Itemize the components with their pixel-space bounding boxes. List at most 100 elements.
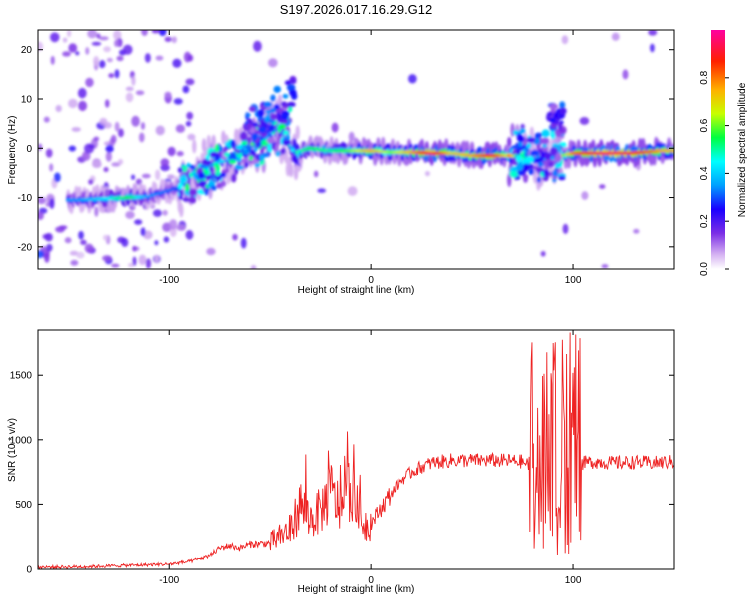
spectrogram-heat-layer: [38, 30, 674, 269]
noise-blob: [144, 53, 151, 63]
figure-title: S197.2026.017.16.29.G12: [280, 2, 433, 17]
noise-blob: [185, 230, 194, 240]
colorbar-tick-label: 0.6: [699, 118, 710, 132]
snr-y-axis-label: SNR (10 * v/v): [7, 418, 18, 482]
noise-blob: [111, 162, 121, 167]
disturbance-blob: [540, 137, 550, 145]
y-tick-label: 10: [21, 94, 33, 105]
y-tick-label: 1000: [10, 435, 33, 446]
noise-blob: [125, 210, 135, 219]
noise-blob: [114, 69, 120, 79]
disturbance-blob: [269, 107, 276, 113]
noise-blob: [104, 99, 110, 108]
noise-blob: [160, 164, 170, 172]
noise-blob: [154, 254, 160, 263]
disturbance-blob: [235, 145, 242, 150]
disturbance-blob: [214, 144, 220, 153]
noise-blob: [55, 226, 65, 233]
ridge-blob: [461, 140, 467, 155]
noise-blob: [122, 44, 133, 55]
noise-blob: [102, 255, 112, 262]
ridge-blob: [293, 166, 299, 181]
colorbar-tick-label: 0.0: [699, 262, 710, 276]
spectrogram-blobs: [38, 30, 674, 269]
spectrogram-y-axis-label: Frequency (Hz): [7, 116, 18, 185]
noise-blob: [125, 92, 134, 103]
disturbance-blob: [550, 130, 556, 140]
spectrogram-frame: [37, 29, 675, 270]
x-tick-label: -100: [159, 275, 179, 286]
noise-blob: [131, 115, 140, 127]
disturbance-blob: [558, 175, 566, 181]
noise-blob: [80, 239, 87, 246]
noise-blob: [38, 250, 44, 259]
noise-blob: [134, 219, 143, 225]
y-tick-label: 1500: [10, 371, 33, 382]
noise-blob: [155, 55, 164, 61]
disturbance-blob: [559, 107, 567, 115]
snr-frame: [37, 329, 675, 570]
disturbance-blob: [236, 165, 245, 170]
disturbance-blob: [559, 101, 566, 109]
disturbance-blob: [267, 118, 276, 124]
noise-blob: [87, 30, 98, 39]
colorbar: 0.0 0.2 0.4 0.6 0.8 Normalized spectral ampl…: [699, 30, 748, 276]
noise-blob: [50, 32, 60, 43]
disturbance-blob: [542, 143, 548, 148]
noise-blob: [164, 91, 172, 98]
disturbance-blob: [537, 161, 544, 168]
disturbance-blob: [184, 183, 190, 192]
disturbance-blob: [289, 89, 297, 97]
disturbance-blob: [530, 149, 539, 156]
disturbance-blob: [558, 121, 563, 130]
noise-blob: [140, 122, 145, 130]
noise-blob: [648, 30, 658, 36]
noise-blob: [169, 219, 178, 230]
disturbance-blob: [241, 141, 248, 146]
snr-plot-area: [38, 330, 674, 569]
noise-blob: [44, 232, 53, 242]
snr-series-line: [38, 332, 674, 569]
disturbance-blob: [554, 163, 563, 169]
noise-blob: [105, 144, 114, 153]
noise-blob: [116, 55, 124, 62]
disturbance-blob: [554, 153, 562, 163]
noise-blob: [581, 191, 589, 200]
y-tick-label: -10: [18, 193, 33, 204]
noise-blob: [561, 35, 569, 45]
disturbance-blob: [280, 147, 286, 155]
disturbance-blob: [273, 85, 281, 93]
disturbance-blob: [177, 182, 184, 190]
noise-blob: [175, 124, 186, 133]
noise-blob: [68, 98, 78, 109]
disturbance-blob: [186, 162, 191, 168]
disturbance-blob: [535, 157, 544, 162]
noise-blob: [145, 258, 152, 269]
noise-blob: [562, 223, 569, 235]
noise-blob: [85, 77, 94, 88]
x-tick-label: 100: [565, 575, 582, 586]
noise-blob: [622, 69, 629, 80]
noise-blob: [68, 43, 78, 53]
disturbance-blob: [541, 129, 550, 138]
noise-blob: [131, 174, 136, 180]
noise-blob: [540, 250, 546, 257]
colorbar-ticks: 0.0 0.2 0.4 0.6 0.8: [699, 70, 729, 276]
noise-blob: [520, 123, 525, 130]
noise-blob: [232, 233, 238, 241]
noise-blob: [92, 160, 102, 169]
disturbance-blob: [288, 106, 293, 113]
colorbar-tick-label: 0.4: [699, 166, 710, 180]
noise-blob: [317, 188, 327, 193]
disturbance-blob: [189, 172, 194, 179]
noise-blob: [331, 122, 339, 133]
spectrogram-y-ticks: -20 -10 0 10 20: [18, 45, 674, 253]
disturbance-blob: [521, 157, 528, 166]
disturbance-blob: [512, 144, 520, 149]
disturbance-blob: [210, 185, 217, 191]
ridge-blob: [507, 136, 512, 147]
noise-blob: [408, 74, 417, 84]
disturbance-blob: [188, 196, 197, 204]
disturbance-blob: [526, 155, 534, 163]
ridge-blob: [510, 123, 515, 138]
